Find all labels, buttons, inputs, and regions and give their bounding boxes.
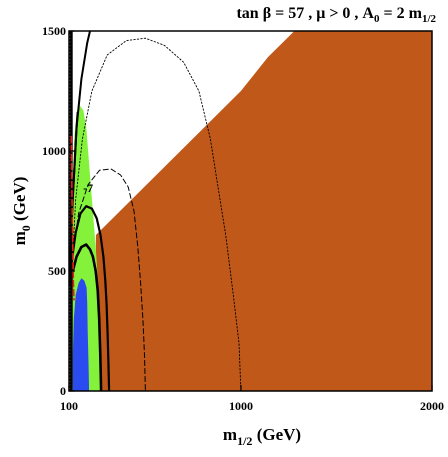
axis-ticks: 100 1000 2000 0 500 1000 1500 [42,24,444,413]
annotation-0: -7 [83,181,93,195]
x-axis-label: m1/2 (GeV) [223,425,301,448]
y-axis-label-subscript: 0 [19,225,33,231]
x-tick-label-0: 100 [60,399,78,413]
y-tick-label-0: 0 [60,384,66,398]
x-axis-label-units: (GeV) [252,425,301,444]
plot-frame [68,30,433,392]
brown-region [95,31,432,391]
chart-regions [71,31,432,391]
y-axis-label: m0 (GeV) [10,177,33,246]
chart-title-equals: = 2 m [379,5,422,22]
y-tick-label-3: 1500 [42,24,66,38]
x-axis-label-subscript: 1/2 [237,434,252,448]
dashed-contour-mid [72,168,146,391]
chart-title-a0-subscript: 0 [374,13,380,25]
chart-title: tan β = 57 , μ > 0 , A0 = 2 m1/2 [236,5,436,25]
x-tick-label-2: 2000 [420,399,444,413]
y-tick-label-1: 500 [48,264,66,278]
chart-title-m-subscript: 1/2 [422,13,437,25]
chart-lines [69,31,242,391]
y-tick-label-2: 1000 [42,144,66,158]
dashed-contour-outer [71,37,242,391]
x-axis-label-main: m [223,425,237,444]
chart-annotations: -7 [83,181,93,195]
y-axis-label-units: (GeV) [10,177,29,226]
thick-contour-inner [71,243,103,391]
red-dashed-line [70,135,75,301]
y-axis-label-main: m [10,231,29,245]
chart-title-main: tan β = 57 , μ > 0 , A [236,5,374,22]
x-tick-label-1: 1000 [229,399,253,413]
blue-region [72,278,90,391]
